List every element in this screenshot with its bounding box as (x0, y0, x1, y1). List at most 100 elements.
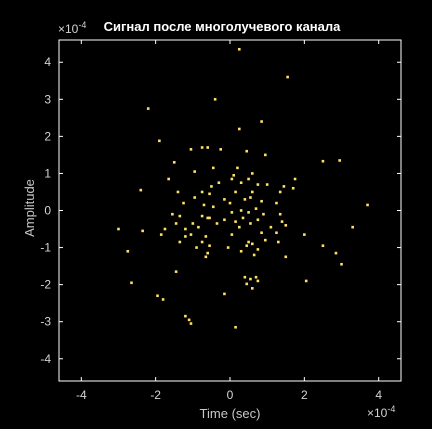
data-point (275, 231, 278, 235)
data-point (230, 211, 234, 214)
data-point (264, 238, 267, 242)
data-point (260, 231, 263, 235)
data-point (247, 240, 250, 244)
data-point (284, 224, 288, 227)
data-point (249, 277, 252, 281)
data-point (256, 218, 260, 222)
data-point (146, 107, 150, 110)
data-point (230, 233, 234, 236)
data-point (215, 222, 219, 225)
data-point (262, 212, 265, 216)
data-point (117, 227, 120, 231)
data-points (117, 47, 369, 329)
data-point (282, 185, 286, 188)
data-point (275, 201, 278, 205)
data-point (351, 225, 354, 229)
y-tick-label: -2 (40, 278, 51, 292)
x-tick-label: 0 (227, 388, 234, 402)
y-tick-label: -4 (40, 352, 51, 366)
data-point (286, 75, 289, 79)
data-point (156, 294, 159, 298)
data-point (171, 212, 174, 216)
data-point (184, 235, 187, 238)
x-tick-label: -2 (150, 388, 161, 402)
data-point (237, 47, 241, 51)
data-point (208, 192, 211, 196)
x-tick-label: -4 (76, 388, 87, 402)
data-point (193, 170, 196, 173)
chart-title: Сигнал после многолучевого канала (104, 19, 342, 34)
data-point (206, 251, 209, 255)
x-exponent-label: ×10-4 (367, 404, 395, 420)
data-point (193, 196, 196, 199)
data-point (223, 198, 226, 201)
data-point (204, 235, 208, 238)
data-point (206, 146, 209, 149)
data-point (234, 325, 237, 329)
data-point (223, 292, 226, 296)
data-point (223, 218, 226, 222)
data-point (277, 240, 280, 244)
data-point (269, 225, 273, 229)
data-point (334, 251, 338, 255)
data-point (264, 153, 267, 157)
data-point (239, 249, 243, 253)
data-point (219, 148, 223, 151)
y-tick-label: -1 (40, 241, 51, 255)
data-point (202, 203, 206, 207)
data-point (139, 188, 143, 192)
data-point (280, 220, 284, 223)
data-point (208, 216, 211, 220)
data-point (195, 246, 198, 249)
x-exponent-value: -4 (387, 404, 395, 414)
data-point (340, 262, 343, 266)
data-point (211, 166, 215, 170)
data-point (260, 120, 263, 123)
data-point (243, 198, 247, 201)
data-point (232, 173, 236, 177)
data-point (191, 222, 195, 225)
data-point (130, 281, 133, 285)
data-point (241, 216, 245, 220)
x-tick-label: 4 (375, 388, 382, 402)
data-point (208, 244, 211, 248)
data-point (247, 177, 250, 181)
svg-text:×10-4: ×10-4 (367, 404, 395, 420)
data-point (178, 240, 182, 244)
y-tick-label: 3 (44, 92, 51, 106)
data-point (163, 227, 167, 231)
data-point (178, 214, 182, 218)
data-point (182, 201, 185, 205)
y-exponent-base: ×10 (58, 22, 79, 36)
data-point (197, 225, 200, 229)
data-point (251, 172, 254, 175)
data-point (303, 233, 306, 236)
data-point (254, 275, 258, 279)
data-point (245, 244, 249, 248)
data-point (234, 220, 237, 223)
plot-area (58, 39, 402, 382)
data-point (200, 240, 204, 244)
x-axis-ticks: -4 -2 0 2 4 (76, 40, 382, 402)
data-point (291, 186, 295, 190)
data-point (260, 199, 263, 203)
data-point (217, 181, 221, 185)
data-point (338, 159, 341, 162)
data-point (210, 185, 213, 188)
data-point (256, 248, 260, 251)
data-point (234, 190, 237, 194)
data-point (251, 287, 254, 290)
data-point (237, 225, 241, 229)
data-point (251, 242, 254, 246)
data-point (230, 177, 234, 181)
data-point (206, 216, 209, 220)
data-point (278, 212, 282, 216)
data-point (172, 161, 176, 164)
y-tick-label: 2 (44, 129, 51, 143)
data-point (245, 282, 249, 286)
x-tick-label: 2 (301, 388, 308, 402)
y-exponent-label: ×10-4 (58, 20, 86, 36)
x-exponent-base: ×10 (367, 406, 388, 420)
data-point (200, 214, 204, 218)
